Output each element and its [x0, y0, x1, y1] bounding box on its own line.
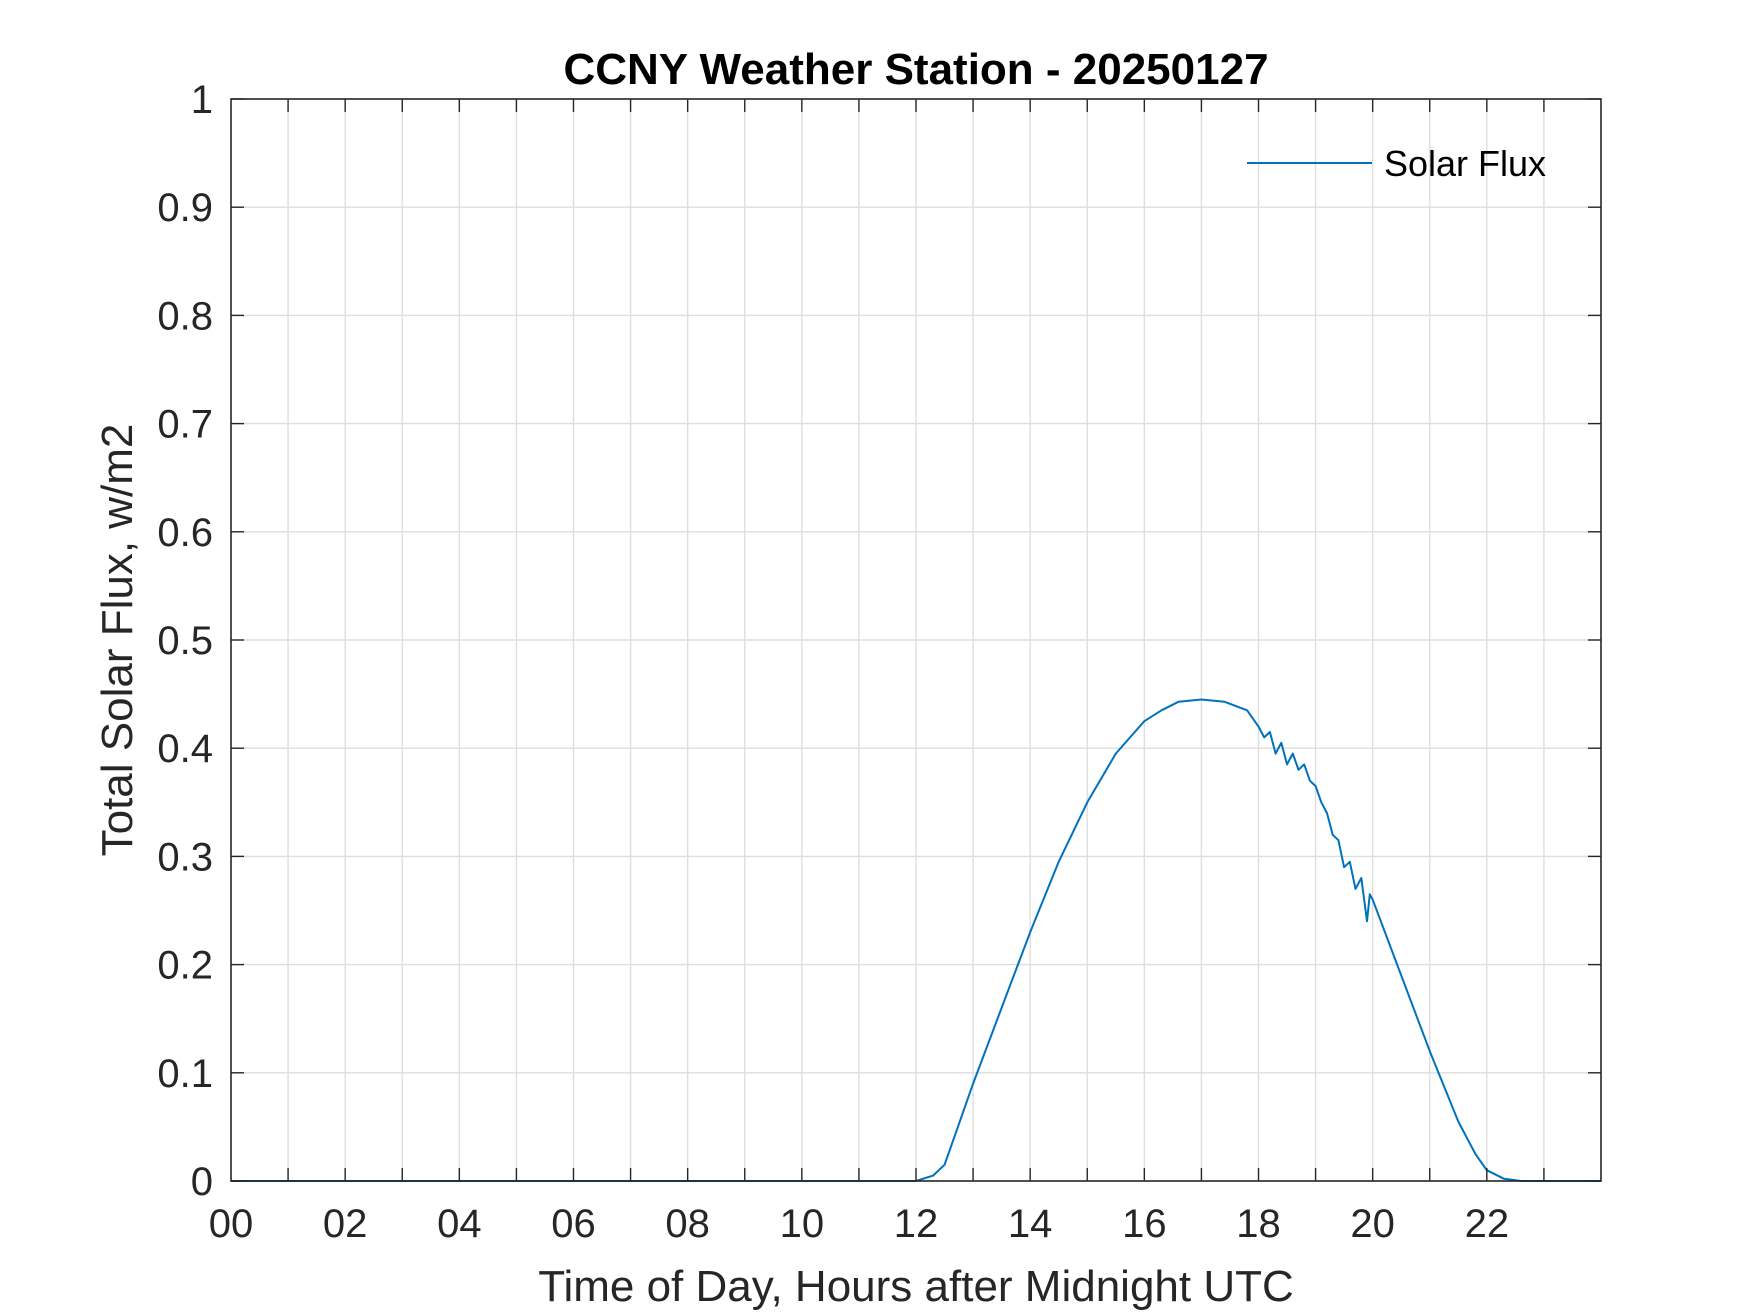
x-tick-label: 18 — [1236, 1202, 1281, 1246]
grid — [231, 99, 1601, 1181]
series-line-solar-flux — [231, 698, 1601, 1182]
legend-label-solar-flux: Solar Flux — [1384, 143, 1546, 184]
x-tick-label: 06 — [551, 1202, 596, 1246]
y-tick-label: 0.4 — [157, 727, 213, 771]
ticks: 00 02 04 06 08 10 12 14 16 18 20 22 0 0.1 0.2 0.3 0.4 0.5… — [157, 78, 1601, 1246]
x-tick-label: 00 — [209, 1202, 254, 1246]
y-tick-label: 0.5 — [157, 619, 213, 663]
y-tick-label: 0.1 — [157, 1052, 213, 1096]
x-tick-label: 14 — [1008, 1202, 1053, 1246]
x-tick-label: 22 — [1465, 1202, 1510, 1246]
x-tick-label: 12 — [894, 1202, 939, 1246]
chart-title: CCNY Weather Station - 20250127 — [563, 45, 1268, 94]
x-tick-label: 10 — [780, 1202, 825, 1246]
y-tick-label: 0 — [191, 1160, 213, 1204]
y-tick-label: 0.6 — [157, 511, 213, 555]
x-tick-label: 02 — [323, 1202, 368, 1246]
y-tick-label: 0.8 — [157, 294, 213, 338]
x-tick-label: 20 — [1350, 1202, 1395, 1246]
y-tick-label: 1 — [191, 78, 213, 122]
legend: Solar Flux — [1247, 143, 1546, 184]
y-tick-label: 0.9 — [157, 186, 213, 230]
y-tick-label: 0.7 — [157, 403, 213, 447]
series-layer — [231, 698, 1601, 1182]
x-tick-label: 08 — [665, 1202, 710, 1246]
x-tick-label: 16 — [1122, 1202, 1167, 1246]
x-axis-label: Time of Day, Hours after Midnight UTC — [538, 1262, 1294, 1311]
y-tick-label: 0.3 — [157, 835, 213, 879]
y-axis-label: Total Solar Flux, w/m2 — [93, 424, 142, 857]
x-tick-label: 04 — [437, 1202, 482, 1246]
y-tick-label: 0.2 — [157, 944, 213, 988]
